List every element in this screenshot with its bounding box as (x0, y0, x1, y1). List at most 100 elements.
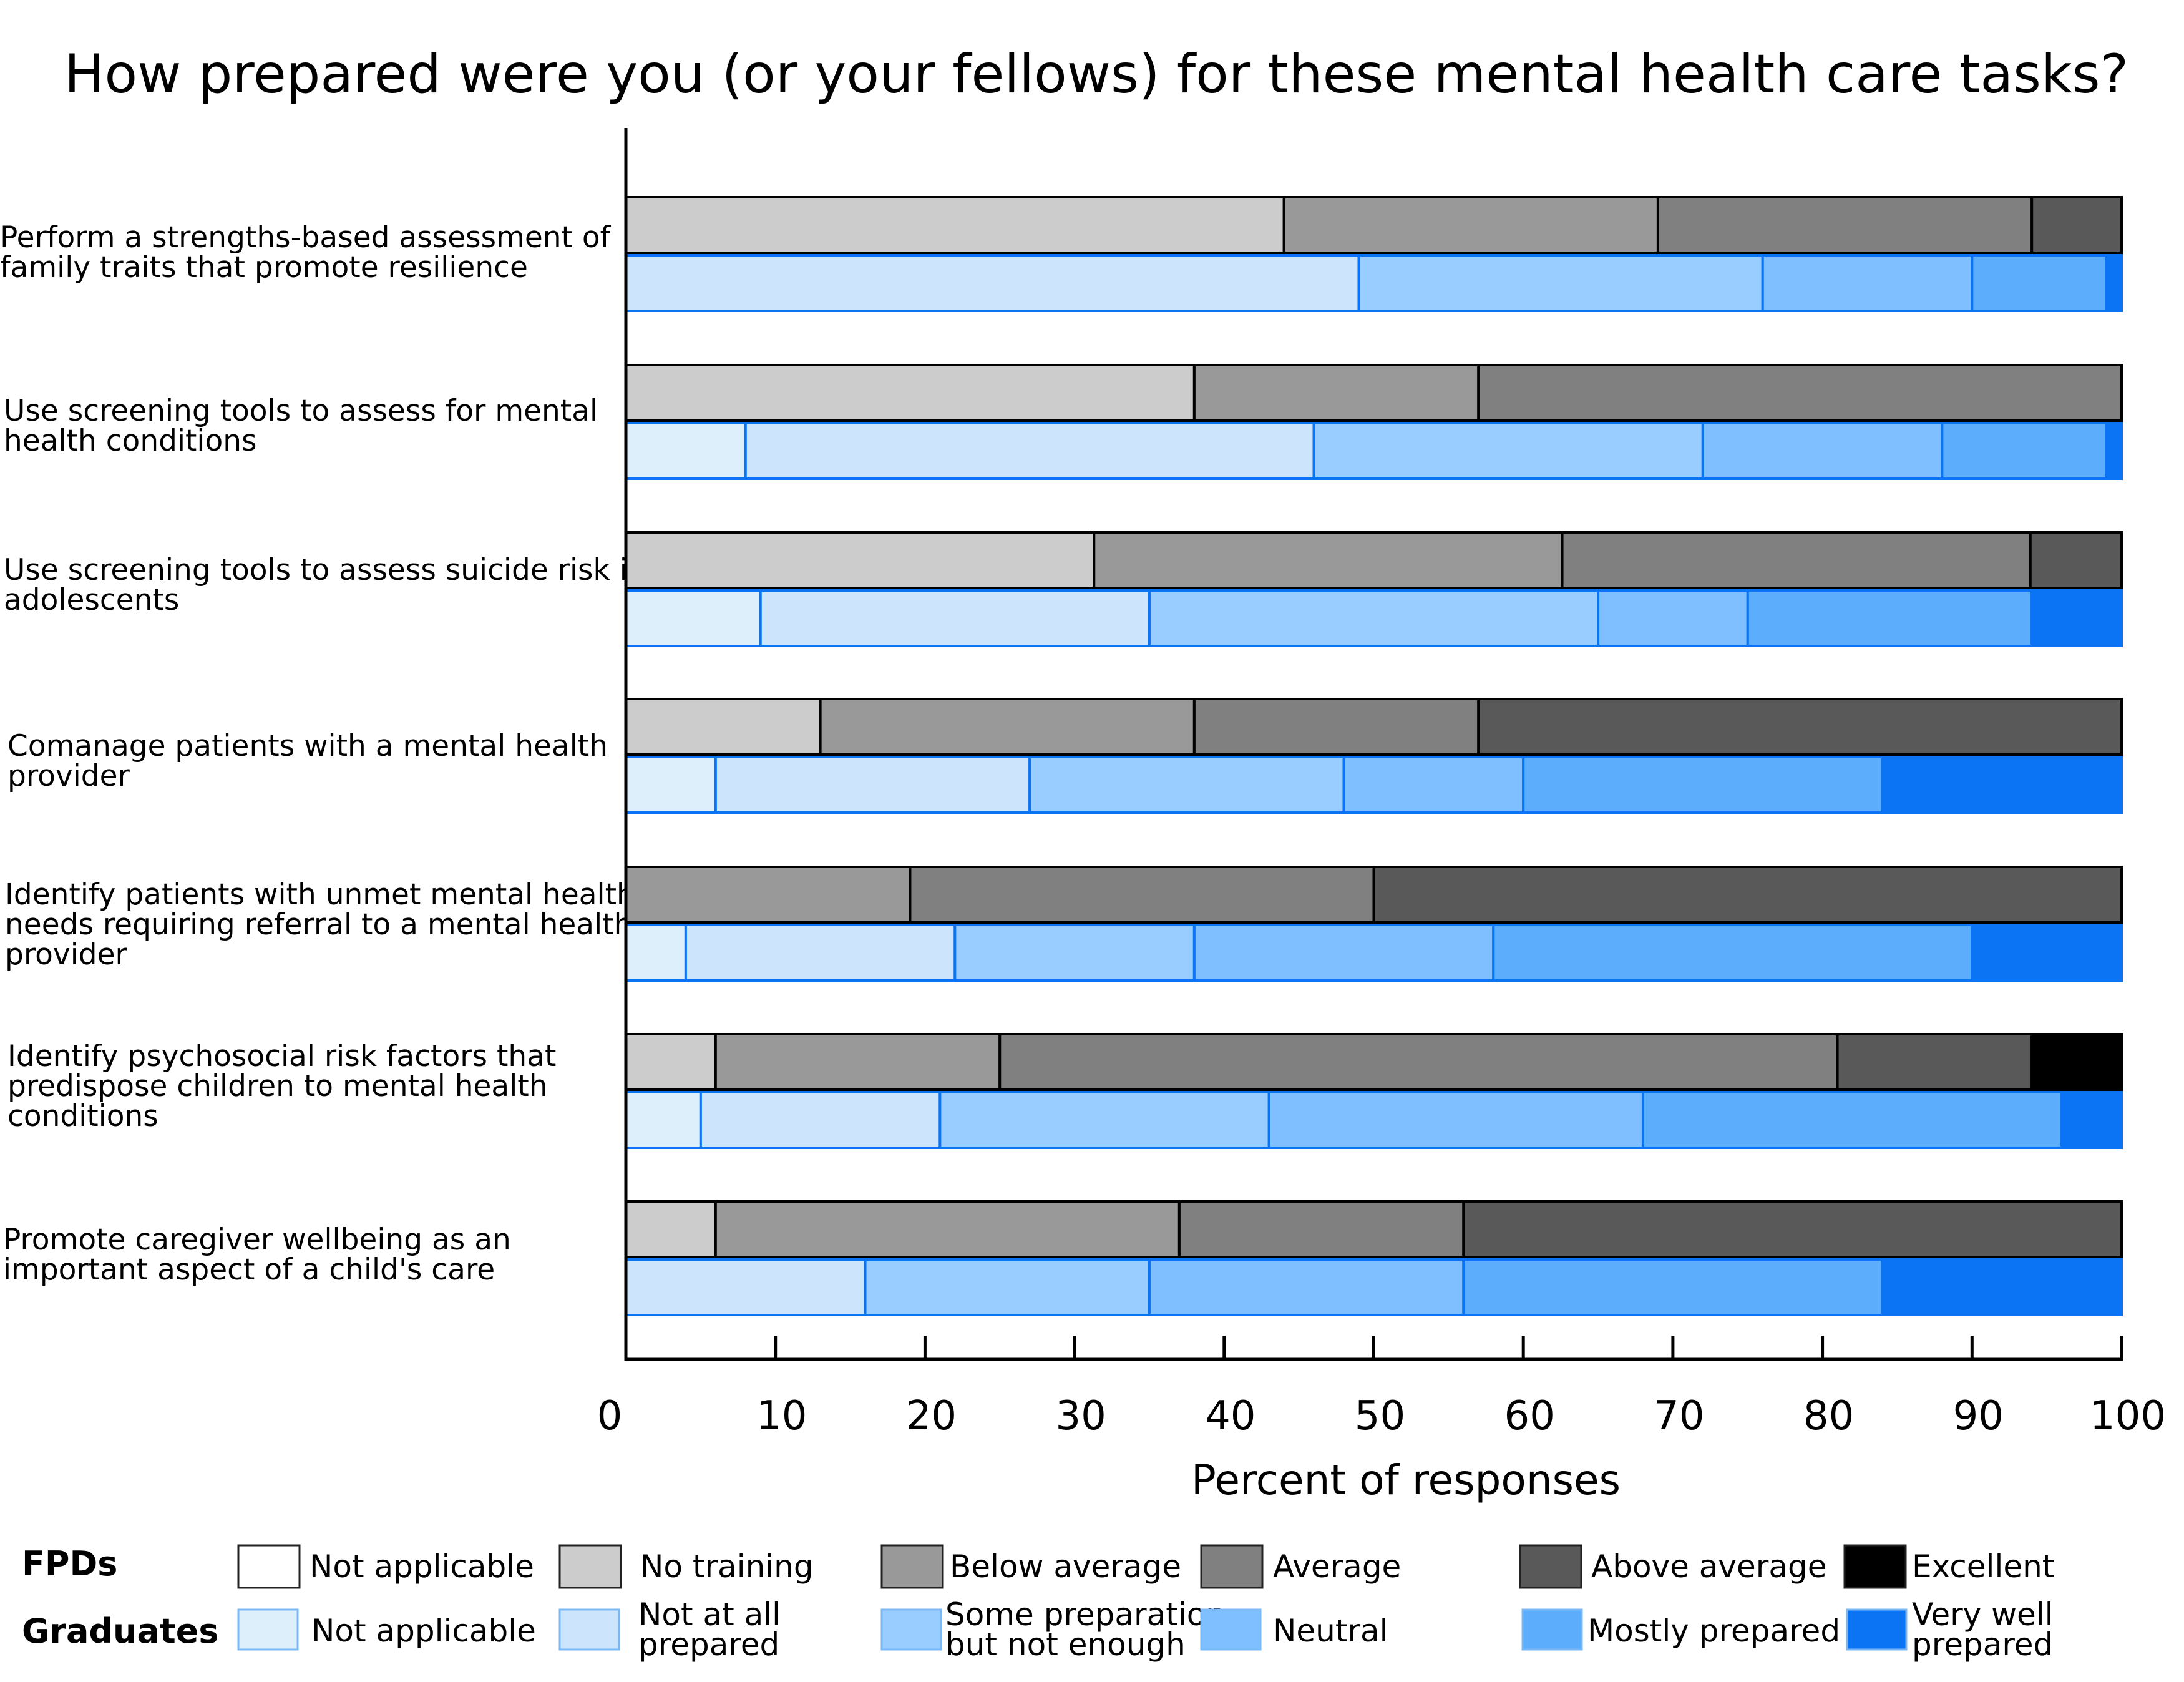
bar-segment (1836, 1033, 2034, 1091)
bar-segment (1941, 422, 2108, 480)
bar-segment (1093, 531, 1564, 589)
legend-swatch (558, 1608, 620, 1651)
bar-segment (1971, 254, 2108, 312)
legend-swatch (237, 1608, 299, 1651)
bar-segment (714, 1200, 1181, 1258)
x-tick-label: 60 (1504, 1393, 1554, 1439)
legend-swatch (1519, 1544, 1582, 1589)
bar-segment (819, 698, 1196, 756)
bars (625, 196, 2123, 1316)
legend-swatch (880, 1608, 942, 1651)
legend-label: prepared (638, 1626, 779, 1663)
x-tick-label: 30 (1055, 1393, 1106, 1439)
bar-segment (1477, 364, 2123, 422)
bar-segment (909, 866, 1375, 924)
legend-swatch (1200, 1608, 1262, 1651)
bar-segment (1192, 364, 1480, 422)
bar-segment (1522, 756, 1884, 814)
bar-segment (864, 1258, 1151, 1316)
bar-segment (2060, 1091, 2123, 1149)
legend-label: Average (1273, 1548, 1401, 1585)
legend: FPDs Graduates Not applicable No training Be… (22, 1544, 2054, 1663)
bar-segment (625, 531, 1096, 589)
bar-segment (1372, 866, 2123, 924)
legend-label: No training (640, 1548, 814, 1585)
legend-label: Not applicable (310, 1548, 534, 1585)
bar-segment (625, 698, 822, 756)
bar-segment (759, 589, 1151, 647)
bar-segment (1597, 589, 1749, 647)
bar-segment (2029, 531, 2123, 589)
bar-segment (2105, 422, 2123, 480)
chart-title: How prepared were you (or your fellows) … (64, 43, 2128, 105)
bar-segment (744, 422, 1315, 480)
legend-label: but not enough (945, 1626, 1186, 1663)
category-label: Identify patients with unmet mental heal… (5, 878, 635, 912)
legend-swatch (237, 1544, 301, 1589)
bar-segment (938, 1091, 1270, 1149)
bar-segment (1746, 589, 2034, 647)
bar-segment (1357, 254, 1764, 312)
bar-segment (1192, 698, 1480, 756)
bar-segment (1148, 1258, 1465, 1316)
bar-segment (1477, 698, 2123, 756)
legend-swatch (1846, 1608, 1908, 1651)
category-label: health conditions (4, 424, 257, 458)
axes: 0 10 20 30 40 50 60 70 80 90 100 (597, 128, 2166, 1439)
bar-segment (1641, 1091, 2064, 1149)
category-labels: Perform a strengths-based assessment off… (0, 220, 646, 1287)
category-label: Identify psychosocial risk factors that (7, 1039, 556, 1073)
bar-segment (699, 1091, 942, 1149)
legend-label: Not at all (638, 1596, 781, 1633)
category-label: Use screening tools to assess for mental (4, 394, 598, 428)
legend-swatch (880, 1544, 944, 1589)
legend-label: Not applicable (311, 1613, 536, 1649)
bar-segment (684, 924, 957, 982)
bar-segment (1881, 756, 2123, 814)
bar-segment (1177, 1200, 1465, 1258)
bar-segment (625, 254, 1360, 312)
bar-segment (1312, 422, 1704, 480)
bar-segment (625, 589, 762, 647)
category-label: Comanage patients with a mental health (7, 729, 608, 763)
bar-segment (2105, 254, 2123, 312)
x-tick-label: 80 (1803, 1393, 1854, 1439)
category-label: adolescents (4, 583, 179, 617)
bar-segment (1701, 422, 1944, 480)
x-tick-label: 20 (906, 1393, 957, 1439)
legend-swatch (1521, 1608, 1583, 1651)
bar-segment (625, 756, 717, 814)
bar-segment (714, 756, 1031, 814)
bar-segment (1342, 756, 1525, 814)
category-label: conditions (7, 1099, 158, 1133)
category-label: predispose children to mental health (7, 1069, 547, 1103)
bar-segment (1148, 589, 1600, 647)
legend-label: Mostly prepared (1587, 1613, 1840, 1649)
bar-segment (1462, 1200, 2123, 1258)
legend-label: Very well (1912, 1596, 2054, 1633)
bar-segment (1492, 924, 1974, 982)
bar-segment (625, 1258, 867, 1316)
category-label: family traits that promote resilience (0, 250, 528, 285)
category-label: Perform a strengths-based assessment of (0, 220, 612, 255)
x-tick-label: 40 (1205, 1393, 1255, 1439)
category-label: Promote caregiver wellbeing as an (3, 1223, 511, 1257)
bar-segment (1561, 531, 2032, 589)
legend-label: Neutral (1273, 1613, 1388, 1649)
legend-label: Below average (950, 1548, 1181, 1585)
bar-segment (1656, 196, 2034, 254)
bar-segment (625, 196, 1285, 254)
category-label: needs requiring referral to a mental hea… (5, 907, 632, 942)
bar-segment (625, 866, 912, 924)
bar-segment (625, 1091, 702, 1149)
x-tick-label: 10 (756, 1393, 807, 1439)
bar-segment (2030, 1033, 2123, 1091)
category-label: important aspect of a child's care (3, 1253, 495, 1287)
legend-swatch (558, 1544, 622, 1589)
bar-segment (1282, 196, 1659, 254)
x-tick-label: 50 (1355, 1393, 1405, 1439)
legend-group-fpds: FPDs (22, 1544, 117, 1583)
category-label: provider (5, 937, 128, 972)
bar-segment (625, 1033, 717, 1091)
